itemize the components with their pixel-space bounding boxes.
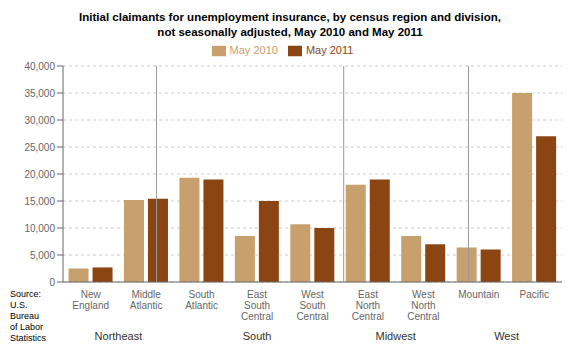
svg-text:NewEngland: NewEngland [72,289,109,311]
html-text:May 2011: May 2011 [305,44,354,56]
svg-text:Pacific: Pacific [520,289,549,300]
svg-text:MiddleAtlantic: MiddleAtlantic [130,289,163,311]
svg-text:West: West [494,330,519,342]
svg-text:SouthAtlantic: SouthAtlantic [185,289,218,311]
svg-text:40,000: 40,000 [24,61,55,72]
svg-text:Mountain: Mountain [458,289,499,300]
svg-text:0: 0 [49,277,55,288]
html-text:Initial claimants for unemploy: Initial claimants for unemployment insur… [79,11,501,23]
svg-text:15,000: 15,000 [24,196,55,207]
svg-text:20,000: 20,000 [24,169,55,180]
svg-text:5,000: 5,000 [30,250,55,261]
html-text:May 2010: May 2010 [229,44,278,56]
svg-text:WestSouthCentral: WestSouthCentral [296,289,328,322]
svg-text:EastSouthCentral: EastSouthCentral [241,289,273,322]
svg-text:EastNorthCentral: EastNorthCentral [352,289,384,322]
svg-text:30,000: 30,000 [24,115,55,126]
html-text:not seasonally adjusted, May 2: not seasonally adjusted, May 2010 and Ma… [157,26,423,38]
svg-text:25,000: 25,000 [24,142,55,153]
svg-text:Midwest: Midwest [375,330,415,342]
html-text:Source: U.S. Bureau of Labor S: Source: U.S. Bureau of Labor Statistics [10,289,46,343]
svg-text:WestNorthCentral: WestNorthCentral [407,289,439,322]
svg-text:Northeast: Northeast [95,330,143,342]
svg-text:10,000: 10,000 [24,223,55,234]
svg-text:South: South [243,330,272,342]
svg-text:35,000: 35,000 [24,88,55,99]
